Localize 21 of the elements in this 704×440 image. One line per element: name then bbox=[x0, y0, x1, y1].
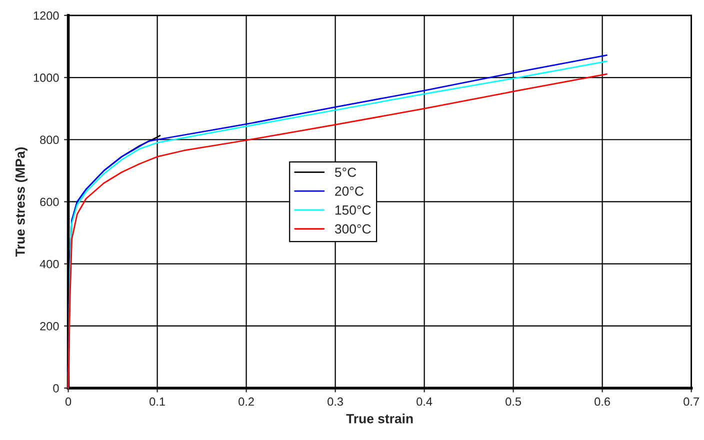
y-tick-label: 1000 bbox=[34, 74, 59, 82]
y-axis-title: True stress (MPa) bbox=[15, 147, 28, 257]
x-tick-label: 0.6 bbox=[594, 397, 610, 406]
x-tick-label: 0.2 bbox=[238, 397, 254, 406]
y-tick-label: 800 bbox=[40, 136, 59, 144]
legend-label: 5°C bbox=[334, 168, 356, 177]
legend-label: 20°C bbox=[335, 186, 364, 196]
x-tick-label: 0.1 bbox=[150, 397, 165, 406]
legend-label: 300°C bbox=[334, 224, 371, 234]
y-tick-label: 600 bbox=[40, 198, 59, 206]
y-tick-label: 200 bbox=[40, 322, 59, 330]
x-axis-title: True strain bbox=[346, 414, 413, 424]
y-tick-label: 400 bbox=[40, 260, 59, 268]
x-tick-label: 0.3 bbox=[328, 397, 343, 406]
y-tick-label: 0 bbox=[53, 384, 59, 392]
x-tick-label: 0.5 bbox=[506, 397, 522, 406]
x-tick-label: 0 bbox=[65, 397, 72, 406]
x-tick-label: 0.4 bbox=[416, 397, 432, 406]
legend-label: 150°C bbox=[335, 205, 371, 215]
y-tick-label: 1200 bbox=[34, 11, 59, 20]
x-tick-label: 0.7 bbox=[684, 397, 699, 406]
